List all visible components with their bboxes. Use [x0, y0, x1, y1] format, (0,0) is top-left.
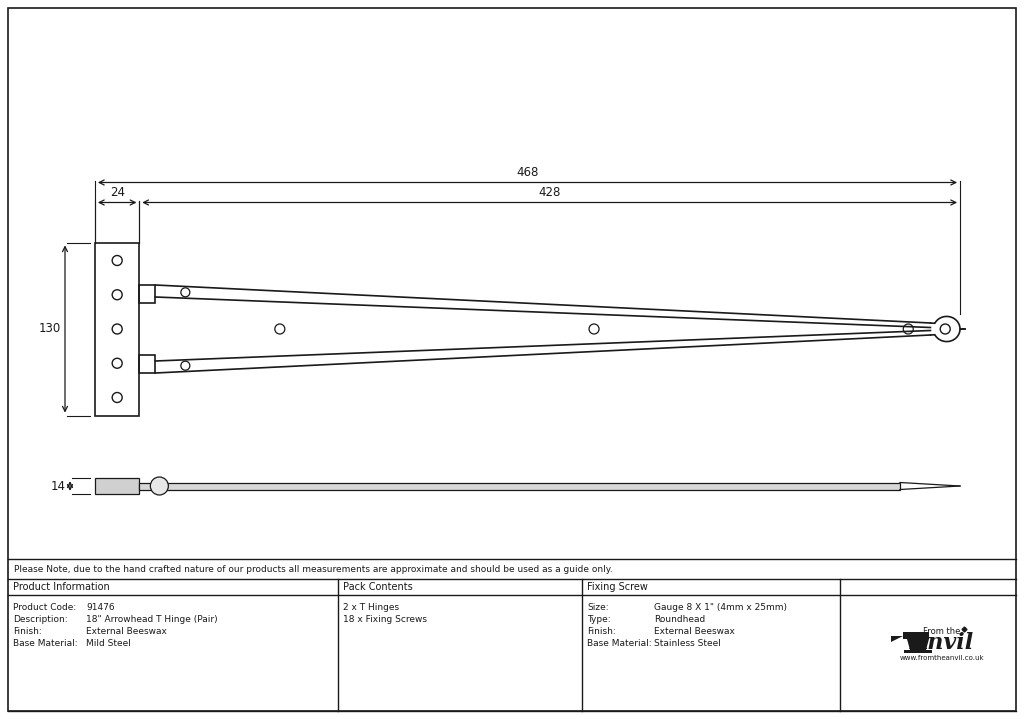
- Text: External Beeswax: External Beeswax: [654, 626, 735, 636]
- Text: Fixing Screw: Fixing Screw: [587, 582, 648, 592]
- Text: 24: 24: [110, 186, 125, 198]
- Bar: [95, 242, 139, 416]
- Ellipse shape: [151, 477, 168, 495]
- Bar: [139, 355, 156, 373]
- Text: 18" Arrowhead T Hinge (Pair): 18" Arrowhead T Hinge (Pair): [86, 615, 218, 623]
- Text: External Beeswax: External Beeswax: [86, 626, 167, 636]
- Text: Mild Steel: Mild Steel: [86, 638, 131, 648]
- Text: 2 x T Hinges: 2 x T Hinges: [343, 603, 399, 611]
- Bar: [95, 478, 139, 494]
- Bar: [903, 632, 929, 639]
- Text: Type:: Type:: [587, 615, 610, 623]
- Text: Base Material:: Base Material:: [13, 638, 78, 648]
- Text: 130: 130: [39, 323, 61, 336]
- Text: 14: 14: [51, 480, 66, 493]
- Text: Roundhead: Roundhead: [654, 615, 706, 623]
- Bar: [139, 285, 156, 303]
- Text: Finish:: Finish:: [13, 626, 42, 636]
- Text: 468: 468: [516, 165, 539, 178]
- Text: Pack Contents: Pack Contents: [343, 582, 413, 592]
- Text: Base Material:: Base Material:: [587, 638, 651, 648]
- Bar: [904, 650, 932, 653]
- Text: Description:: Description:: [13, 615, 68, 623]
- Bar: [139, 482, 900, 490]
- Text: 91476: 91476: [86, 603, 115, 611]
- Text: Please Note, due to the hand crafted nature of our products all measurements are: Please Note, due to the hand crafted nat…: [14, 564, 612, 574]
- Text: Product Code:: Product Code:: [13, 603, 76, 611]
- Text: From the: From the: [924, 626, 961, 636]
- Text: www.fromtheanvil.co.uk: www.fromtheanvil.co.uk: [900, 655, 984, 661]
- Text: Product Information: Product Information: [13, 582, 110, 592]
- Text: 18 x Fixing Screws: 18 x Fixing Screws: [343, 615, 427, 623]
- Text: Gauge 8 X 1" (4mm x 25mm): Gauge 8 X 1" (4mm x 25mm): [654, 603, 787, 611]
- Text: Finish:: Finish:: [587, 626, 615, 636]
- Polygon shape: [891, 636, 903, 642]
- Text: Anvil: Anvil: [910, 632, 974, 654]
- Text: Stainless Steel: Stainless Steel: [654, 638, 721, 648]
- Polygon shape: [907, 639, 929, 650]
- Text: 428: 428: [539, 186, 561, 198]
- Text: Size:: Size:: [587, 603, 608, 611]
